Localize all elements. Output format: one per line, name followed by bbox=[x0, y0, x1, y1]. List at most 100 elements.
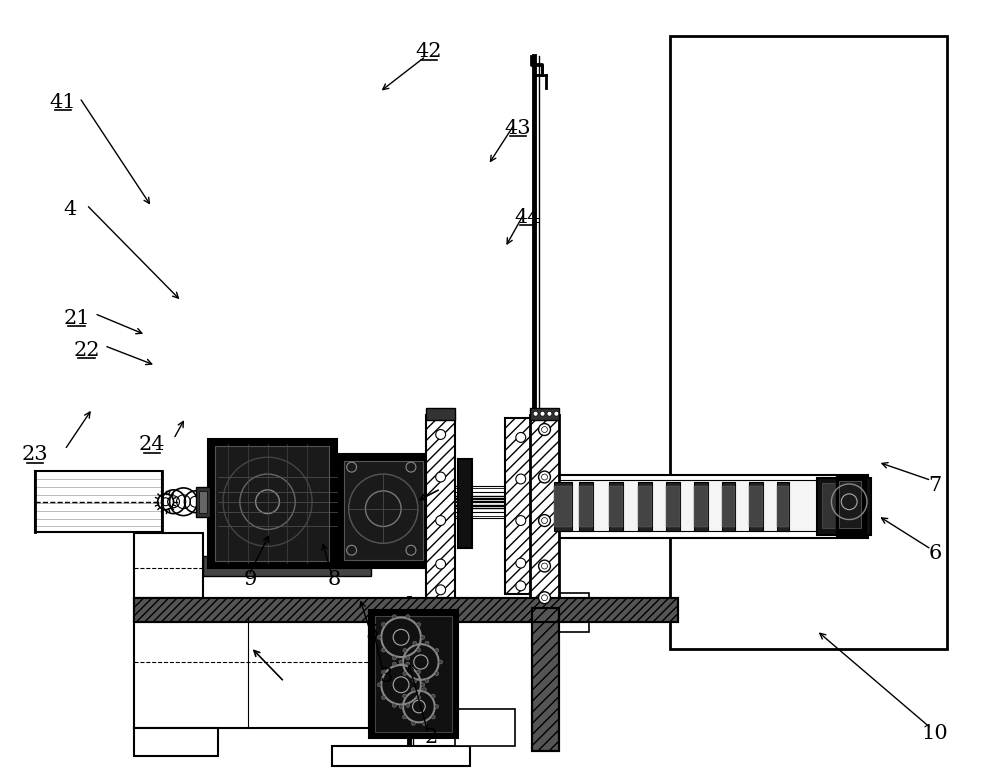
Text: 42: 42 bbox=[416, 42, 442, 61]
Circle shape bbox=[435, 649, 439, 652]
Text: 21: 21 bbox=[63, 309, 90, 327]
Circle shape bbox=[377, 635, 381, 639]
Circle shape bbox=[540, 411, 545, 416]
Circle shape bbox=[417, 648, 421, 652]
Bar bbox=[332, 746, 470, 766]
Bar bbox=[375, 615, 452, 732]
Circle shape bbox=[402, 715, 406, 719]
Bar bbox=[530, 408, 559, 420]
Circle shape bbox=[436, 515, 446, 526]
Bar bbox=[134, 618, 369, 728]
Circle shape bbox=[422, 721, 426, 725]
Circle shape bbox=[539, 560, 550, 572]
Bar bbox=[542, 480, 858, 532]
Circle shape bbox=[539, 592, 550, 604]
Text: 5: 5 bbox=[365, 624, 378, 643]
Bar bbox=[777, 482, 789, 532]
Circle shape bbox=[403, 672, 407, 676]
Bar bbox=[749, 482, 763, 532]
Circle shape bbox=[392, 615, 396, 618]
Circle shape bbox=[381, 622, 385, 626]
Bar bbox=[694, 486, 708, 527]
Bar bbox=[554, 486, 572, 527]
Circle shape bbox=[399, 704, 403, 708]
Bar bbox=[749, 486, 763, 527]
Circle shape bbox=[533, 411, 538, 416]
Circle shape bbox=[377, 683, 381, 687]
Bar bbox=[369, 610, 458, 738]
Bar bbox=[344, 461, 423, 560]
Circle shape bbox=[411, 721, 415, 725]
Text: 41: 41 bbox=[49, 93, 76, 111]
Circle shape bbox=[431, 694, 435, 698]
Bar bbox=[638, 482, 652, 532]
Circle shape bbox=[392, 662, 396, 666]
Circle shape bbox=[539, 515, 550, 526]
Text: 22: 22 bbox=[73, 341, 100, 360]
Bar bbox=[638, 486, 652, 527]
Bar bbox=[836, 475, 866, 536]
Bar bbox=[426, 408, 455, 420]
Bar bbox=[134, 533, 203, 598]
Circle shape bbox=[381, 670, 385, 674]
Circle shape bbox=[516, 474, 526, 484]
Circle shape bbox=[436, 430, 446, 440]
Circle shape bbox=[413, 641, 417, 646]
Circle shape bbox=[417, 622, 421, 626]
Bar bbox=[666, 482, 680, 532]
Bar bbox=[199, 491, 207, 512]
Bar bbox=[722, 482, 735, 532]
Circle shape bbox=[436, 585, 446, 594]
Circle shape bbox=[399, 660, 403, 664]
Text: 10: 10 bbox=[922, 724, 949, 742]
Bar bbox=[458, 459, 472, 548]
Bar bbox=[579, 482, 593, 532]
Circle shape bbox=[403, 649, 407, 652]
Bar bbox=[337, 454, 431, 568]
Text: 3: 3 bbox=[380, 667, 393, 686]
Bar bbox=[839, 481, 861, 529]
Bar bbox=[203, 557, 371, 576]
Circle shape bbox=[542, 474, 547, 480]
Circle shape bbox=[417, 696, 421, 700]
Bar bbox=[694, 482, 708, 532]
Circle shape bbox=[425, 641, 429, 646]
Bar bbox=[609, 486, 623, 527]
Circle shape bbox=[406, 656, 410, 660]
Bar bbox=[532, 608, 559, 751]
Circle shape bbox=[439, 660, 443, 664]
Circle shape bbox=[392, 704, 396, 707]
Circle shape bbox=[516, 558, 526, 568]
Circle shape bbox=[421, 683, 425, 687]
Bar bbox=[196, 487, 210, 516]
Circle shape bbox=[406, 704, 410, 707]
Bar bbox=[666, 486, 680, 527]
Circle shape bbox=[542, 518, 547, 523]
Bar bbox=[722, 486, 735, 527]
Bar bbox=[426, 415, 455, 598]
Circle shape bbox=[392, 656, 396, 660]
Bar bbox=[777, 486, 789, 527]
Text: 44: 44 bbox=[514, 207, 541, 227]
Text: 8: 8 bbox=[327, 570, 340, 590]
Circle shape bbox=[421, 635, 425, 639]
Bar bbox=[822, 483, 865, 529]
Bar bbox=[817, 478, 871, 536]
Bar bbox=[455, 708, 515, 746]
Text: 7: 7 bbox=[929, 475, 942, 495]
Circle shape bbox=[435, 672, 439, 676]
Circle shape bbox=[435, 704, 439, 708]
Bar bbox=[530, 415, 559, 608]
Circle shape bbox=[542, 594, 547, 601]
Bar bbox=[532, 608, 559, 751]
Bar bbox=[554, 482, 572, 532]
Text: 6: 6 bbox=[929, 544, 942, 563]
Bar bbox=[505, 418, 537, 594]
Bar bbox=[134, 598, 678, 622]
Circle shape bbox=[436, 472, 446, 482]
Text: 9: 9 bbox=[244, 570, 257, 590]
Circle shape bbox=[516, 581, 526, 591]
Bar bbox=[609, 482, 623, 532]
Circle shape bbox=[554, 411, 559, 416]
Circle shape bbox=[406, 662, 410, 666]
